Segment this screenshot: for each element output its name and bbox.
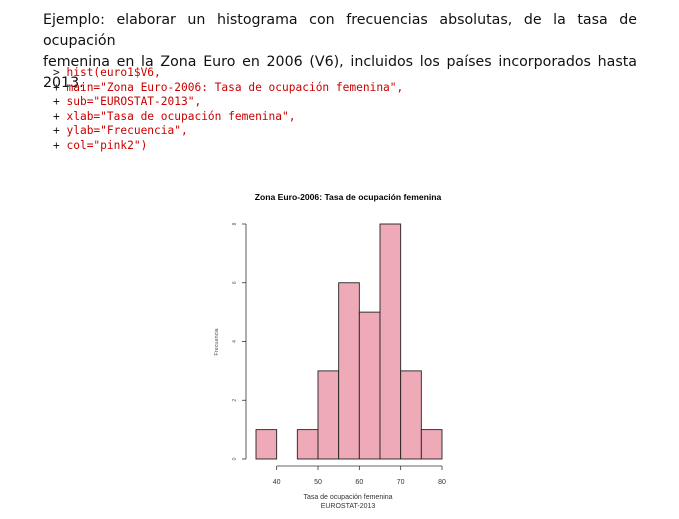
- code-line: + ylab="Frecuencia",: [53, 124, 403, 139]
- x-tick-label: 50: [314, 479, 322, 486]
- code-line: + xlab="Tasa de ocupación femenina",: [53, 110, 403, 125]
- y-tick-label: 0: [232, 457, 238, 460]
- histogram-bar: [420, 429, 443, 460]
- y-axis-label: Frecuencia: [214, 327, 220, 355]
- code-command: hist(euro1$V6,: [66, 66, 161, 79]
- chart-subtitle: EUROSTAT-2013: [321, 503, 376, 510]
- x-tick-label: 70: [397, 479, 405, 486]
- x-tick-label: 80: [438, 479, 446, 486]
- code-command: sub="EUROSTAT-2013",: [66, 95, 202, 109]
- x-tick-label: 40: [273, 479, 281, 486]
- histogram-bar: [296, 429, 319, 460]
- code-line: > hist(euro1$V6,: [53, 66, 403, 81]
- code-command: xlab="Tasa de ocupación femenina",: [66, 109, 296, 123]
- intro-line-1: Ejemplo: elaborar un histograma con frec…: [43, 12, 637, 49]
- intro-paragraph: Ejemplo: elaborar un histograma con frec…: [43, 10, 637, 94]
- y-tick-label: 6: [232, 281, 238, 284]
- y-tick-label: 2: [232, 399, 238, 402]
- code-command: main="Zona Euro-2006: Tasa de ocupación …: [66, 80, 404, 94]
- histogram-bar: [338, 282, 360, 460]
- intro-line-2: femenina en la Zona Euro en 2006 (V6), i…: [43, 54, 637, 91]
- code-prompt: +: [53, 109, 67, 123]
- code-prompt: +: [53, 80, 67, 94]
- y-tick-label: 8: [232, 222, 238, 225]
- code-line: + col="pink2"): [53, 139, 403, 154]
- code-line: + main="Zona Euro-2006: Tasa de ocupació…: [53, 81, 403, 96]
- histogram-bar: [255, 429, 278, 460]
- code-line: + sub="EUROSTAT-2013",: [53, 95, 403, 110]
- y-tick-label: 4: [232, 340, 238, 343]
- code-prompt: +: [53, 124, 67, 138]
- r-code-block: > hist(euro1$V6, + main="Zona Euro-2006: …: [53, 66, 403, 154]
- code-command: ylab="Frecuencia",: [66, 124, 188, 138]
- x-axis-label: Tasa de ocupación femenina: [303, 494, 392, 501]
- chart-title: Zona Euro-2006: Tasa de ocupación femeni…: [255, 192, 442, 202]
- histogram-bar: [358, 311, 381, 460]
- histogram-bar: [379, 223, 402, 460]
- code-prompt: >: [53, 66, 67, 79]
- histogram-bar: [400, 370, 422, 460]
- code-command: col="pink2"): [66, 138, 148, 152]
- code-prompt: +: [53, 138, 67, 152]
- histogram-bar: [317, 370, 340, 460]
- code-prompt: +: [53, 95, 67, 109]
- x-tick-label: 60: [355, 479, 363, 486]
